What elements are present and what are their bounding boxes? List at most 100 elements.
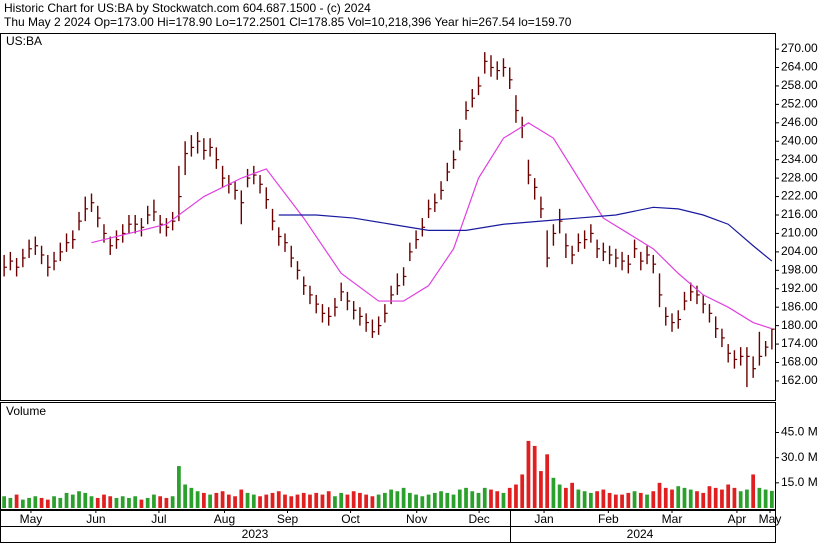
volume-bar [757, 487, 762, 508]
volume-bar [489, 489, 493, 508]
volume-bar [102, 494, 106, 508]
y-tick-label: 264.00 [781, 60, 818, 74]
volume-bar [208, 494, 212, 508]
volume-bar [345, 494, 350, 508]
volume-bar [495, 491, 500, 508]
x-tick-label: Dec [468, 512, 489, 526]
volume-bar [582, 491, 587, 508]
volume-bar [613, 494, 618, 508]
x-tick-label: Nov [406, 512, 427, 526]
volume-bar [539, 471, 543, 508]
volume-bar [158, 496, 163, 508]
volume-bar [432, 492, 437, 508]
volume-bar [320, 494, 325, 508]
volume-bar [520, 474, 525, 508]
volume-bar [576, 489, 581, 508]
volume-bar [351, 491, 356, 508]
volume-tick-label: 15.0 M [781, 475, 818, 489]
y-tick-label: 246.00 [781, 115, 818, 129]
moving-average [91, 122, 773, 330]
volume-bar [751, 474, 756, 508]
volume-bar [738, 491, 743, 508]
volume-bar [295, 494, 300, 508]
volume-bar [114, 497, 119, 508]
volume-bar [83, 492, 88, 508]
y-tick-label: 168.00 [781, 355, 818, 369]
volume-bar [270, 492, 275, 508]
volume-bar [226, 494, 231, 508]
y-tick-label: 228.00 [781, 170, 818, 184]
volume-bar [220, 491, 225, 508]
volume-bar [139, 499, 144, 508]
volume-bar [358, 492, 362, 508]
y-tick-label: 192.00 [781, 281, 818, 295]
volume-bar [457, 489, 462, 508]
volume-bar [258, 496, 262, 508]
x-tick-label: Oct [341, 512, 360, 526]
volume-bar [195, 491, 200, 508]
volume-bar [745, 489, 749, 508]
volume-label: Volume [6, 404, 46, 418]
volume-bar [763, 489, 768, 508]
y-tick-label: 222.00 [781, 189, 818, 203]
volume-bar [2, 496, 6, 508]
chart-title: Historic Chart for US:BA by Stockwatch.c… [4, 1, 371, 15]
moving-average [278, 206, 773, 262]
volume-bar [389, 489, 393, 508]
x-tick-label: Mar [662, 512, 683, 526]
y-tick-label: 258.00 [781, 78, 818, 92]
volume-bar [95, 497, 100, 508]
volume-bar [439, 491, 443, 508]
volume-bar [663, 487, 668, 508]
x-tick-label: Aug [214, 512, 235, 526]
volume-bar [657, 482, 662, 508]
volume-bar [177, 466, 181, 508]
volume-bar [701, 492, 706, 508]
price-panel [0, 33, 776, 401]
volume-bar [27, 497, 31, 508]
volume-bar [170, 496, 175, 508]
volume-bar [133, 496, 138, 508]
volume-bar [339, 492, 344, 508]
volume-bar [376, 494, 381, 508]
volume-bar [214, 492, 219, 508]
volume-bar [145, 497, 150, 508]
volume-bar [695, 491, 699, 508]
volume-bar [770, 490, 774, 508]
volume-bar [713, 487, 718, 508]
volume-bar [732, 487, 737, 508]
volume-bar [464, 487, 468, 508]
volume-bar [688, 489, 693, 508]
volume-bar [564, 487, 568, 508]
volume-bar [233, 496, 237, 508]
x-tick-label: Sep [277, 512, 299, 526]
volume-bar [601, 489, 606, 508]
volume-bar [707, 486, 712, 508]
volume-bar [108, 496, 113, 508]
volume-bar [283, 494, 287, 508]
volume-bar [52, 496, 56, 508]
volume-bar [152, 494, 156, 508]
volume-bar [445, 492, 450, 508]
volume-bar [676, 486, 681, 508]
volume-bar [45, 499, 50, 508]
x-tick-label: Jun [86, 512, 105, 526]
x-tick-label: May [759, 512, 782, 526]
volume-bar [39, 497, 44, 508]
volume-bar [239, 489, 244, 508]
volume-bar [451, 494, 456, 508]
volume-bar [127, 497, 131, 508]
volume-bar [314, 492, 319, 508]
volume-bar [245, 492, 250, 508]
volume-bar [33, 496, 38, 508]
volume-bar [326, 491, 331, 508]
volume-bar [8, 497, 13, 508]
volume-bar [482, 487, 487, 508]
volume-bar [301, 492, 306, 508]
volume-panel [0, 402, 776, 510]
y-tick-label: 234.00 [781, 152, 818, 166]
y-tick-label: 186.00 [781, 299, 818, 313]
x-tick-label: May [20, 512, 43, 526]
volume-bar [89, 496, 94, 508]
